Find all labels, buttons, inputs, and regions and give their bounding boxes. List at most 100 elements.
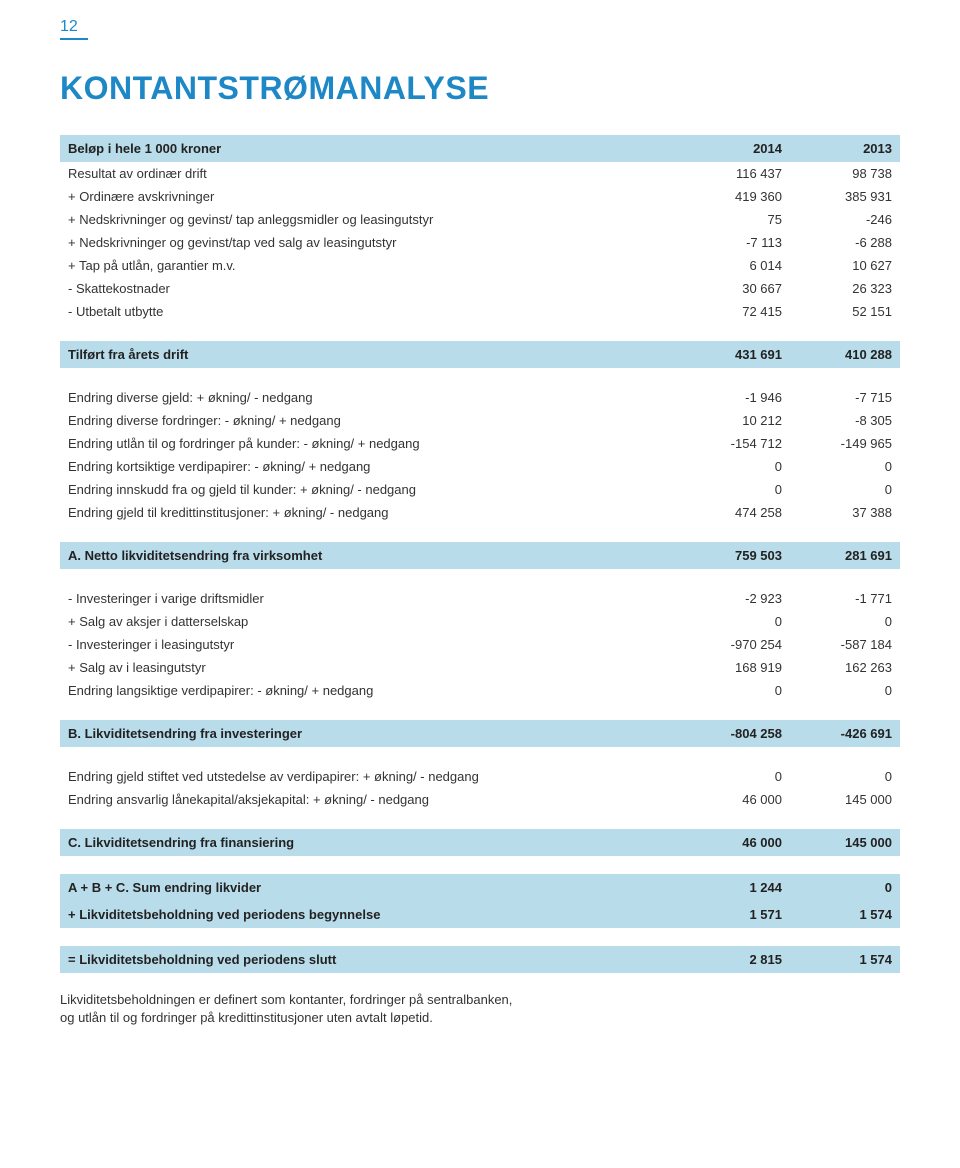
row-value-b: 0 bbox=[790, 610, 900, 633]
table-row: Endring innskudd fra og gjeld til kunder… bbox=[60, 478, 900, 501]
row-label: + Nedskrivninger og gevinst/tap ved salg… bbox=[60, 231, 680, 254]
row-label: Endring diverse fordringer: - økning/ + … bbox=[60, 409, 680, 432]
section-value-b: -426 691 bbox=[790, 720, 900, 747]
page-number-underline bbox=[60, 38, 88, 40]
spacer-row bbox=[60, 928, 900, 946]
section-a: A. Netto likviditetsendring fra virksomh… bbox=[60, 542, 900, 569]
row-value-b: -7 715 bbox=[790, 386, 900, 409]
section-closing-balance: = Likviditetsbeholdning ved periodens sl… bbox=[60, 946, 900, 973]
row-value-a: 0 bbox=[680, 455, 790, 478]
row-label: - Investeringer i leasingutstyr bbox=[60, 633, 680, 656]
row-value-a: -154 712 bbox=[680, 432, 790, 455]
footnote-line1: Likviditetsbeholdningen er definert som … bbox=[60, 992, 512, 1007]
row-value-a: 0 bbox=[680, 765, 790, 788]
row-label: Endring ansvarlig lånekapital/aksjekapit… bbox=[60, 788, 680, 811]
table-row: - Utbetalt utbytte72 41552 151 bbox=[60, 300, 900, 323]
row-label: + Nedskrivninger og gevinst/ tap anleggs… bbox=[60, 208, 680, 231]
section-label: Tilført fra årets drift bbox=[60, 341, 680, 368]
section-opening-balance: + Likviditetsbeholdning ved periodens be… bbox=[60, 901, 900, 928]
page-number-block: 12 bbox=[60, 0, 900, 40]
row-label: Endring innskudd fra og gjeld til kunder… bbox=[60, 478, 680, 501]
section-value-a: 1 244 bbox=[680, 874, 790, 901]
table-row: + Nedskrivninger og gevinst/ tap anleggs… bbox=[60, 208, 900, 231]
row-value-b: -149 965 bbox=[790, 432, 900, 455]
row-label: Endring utlån til og fordringer på kunde… bbox=[60, 432, 680, 455]
spacer-row bbox=[60, 856, 900, 874]
row-value-a: 10 212 bbox=[680, 409, 790, 432]
section-value-b: 410 288 bbox=[790, 341, 900, 368]
row-value-a: 474 258 bbox=[680, 501, 790, 524]
row-label: + Salg av i leasingutstyr bbox=[60, 656, 680, 679]
row-value-a: 0 bbox=[680, 610, 790, 633]
row-label: Endring diverse gjeld: + økning/ - nedga… bbox=[60, 386, 680, 409]
row-label: - Skattekostnader bbox=[60, 277, 680, 300]
spacer-row bbox=[60, 368, 900, 386]
spacer-row bbox=[60, 524, 900, 542]
table-row: Endring kortsiktige verdipapirer: - økni… bbox=[60, 455, 900, 478]
section-b: B. Likviditetsendring fra investeringer-… bbox=[60, 720, 900, 747]
spacer-row bbox=[60, 702, 900, 720]
table-row: Endring langsiktige verdipapirer: - økni… bbox=[60, 679, 900, 702]
header-year-a: 2014 bbox=[680, 135, 790, 162]
page-number: 12 bbox=[60, 18, 78, 36]
section-label: A + B + C. Sum endring likvider bbox=[60, 874, 680, 901]
section-value-a: 759 503 bbox=[680, 542, 790, 569]
row-label: Resultat av ordinær drift bbox=[60, 162, 680, 185]
row-value-a: -7 113 bbox=[680, 231, 790, 254]
row-value-b: 37 388 bbox=[790, 501, 900, 524]
row-value-b: -6 288 bbox=[790, 231, 900, 254]
section-value-b: 145 000 bbox=[790, 829, 900, 856]
row-value-b: 26 323 bbox=[790, 277, 900, 300]
table-row: Endring ansvarlig lånekapital/aksjekapit… bbox=[60, 788, 900, 811]
row-value-a: 72 415 bbox=[680, 300, 790, 323]
table-row: Endring diverse gjeld: + økning/ - nedga… bbox=[60, 386, 900, 409]
row-value-a: 0 bbox=[680, 679, 790, 702]
row-label: - Utbetalt utbytte bbox=[60, 300, 680, 323]
spacer-row bbox=[60, 323, 900, 341]
row-value-b: 0 bbox=[790, 679, 900, 702]
row-label: Endring langsiktige verdipapirer: - økni… bbox=[60, 679, 680, 702]
footnote: Likviditetsbeholdningen er definert som … bbox=[60, 991, 900, 1027]
section-value-b: 1 574 bbox=[790, 946, 900, 973]
row-value-b: 0 bbox=[790, 455, 900, 478]
row-value-b: 98 738 bbox=[790, 162, 900, 185]
row-value-a: 6 014 bbox=[680, 254, 790, 277]
row-value-b: 0 bbox=[790, 765, 900, 788]
table-row: - Investeringer i leasingutstyr-970 254-… bbox=[60, 633, 900, 656]
section-value-a: 431 691 bbox=[680, 341, 790, 368]
table-header-row: Beløp i hele 1 000 kroner20142013 bbox=[60, 135, 900, 162]
row-label: - Investeringer i varige driftsmidler bbox=[60, 587, 680, 610]
row-value-a: 30 667 bbox=[680, 277, 790, 300]
table-row: + Salg av aksjer i datterselskap00 bbox=[60, 610, 900, 633]
page-title: KONTANTSTRØMANALYSE bbox=[60, 70, 900, 107]
row-value-b: -8 305 bbox=[790, 409, 900, 432]
section-value-a: -804 258 bbox=[680, 720, 790, 747]
row-label: + Salg av aksjer i datterselskap bbox=[60, 610, 680, 633]
spacer-row bbox=[60, 569, 900, 587]
row-value-b: -1 771 bbox=[790, 587, 900, 610]
row-value-a: -2 923 bbox=[680, 587, 790, 610]
row-label: Endring gjeld til kredittinstitusjoner: … bbox=[60, 501, 680, 524]
table-row: Endring utlån til og fordringer på kunde… bbox=[60, 432, 900, 455]
section-c: C. Likviditetsendring fra finansiering46… bbox=[60, 829, 900, 856]
row-label: Endring kortsiktige verdipapirer: - økni… bbox=[60, 455, 680, 478]
row-value-a: -970 254 bbox=[680, 633, 790, 656]
section-label: + Likviditetsbeholdning ved periodens be… bbox=[60, 901, 680, 928]
section-label: = Likviditetsbeholdning ved periodens sl… bbox=[60, 946, 680, 973]
section-value-a: 1 571 bbox=[680, 901, 790, 928]
table-row: Endring diverse fordringer: - økning/ + … bbox=[60, 409, 900, 432]
row-label: Endring gjeld stiftet ved utstedelse av … bbox=[60, 765, 680, 788]
table-row: + Tap på utlån, garantier m.v.6 01410 62… bbox=[60, 254, 900, 277]
table-row: - Investeringer i varige driftsmidler-2 … bbox=[60, 587, 900, 610]
table-row: Resultat av ordinær drift116 43798 738 bbox=[60, 162, 900, 185]
table-row: + Salg av i leasingutstyr168 919162 263 bbox=[60, 656, 900, 679]
section-label: B. Likviditetsendring fra investeringer bbox=[60, 720, 680, 747]
section-tilfort: Tilført fra årets drift431 691410 288 bbox=[60, 341, 900, 368]
section-value-a: 46 000 bbox=[680, 829, 790, 856]
spacer-row bbox=[60, 811, 900, 829]
row-value-a: 419 360 bbox=[680, 185, 790, 208]
row-value-a: 46 000 bbox=[680, 788, 790, 811]
section-value-b: 281 691 bbox=[790, 542, 900, 569]
row-label: + Tap på utlån, garantier m.v. bbox=[60, 254, 680, 277]
section-label: A. Netto likviditetsendring fra virksomh… bbox=[60, 542, 680, 569]
